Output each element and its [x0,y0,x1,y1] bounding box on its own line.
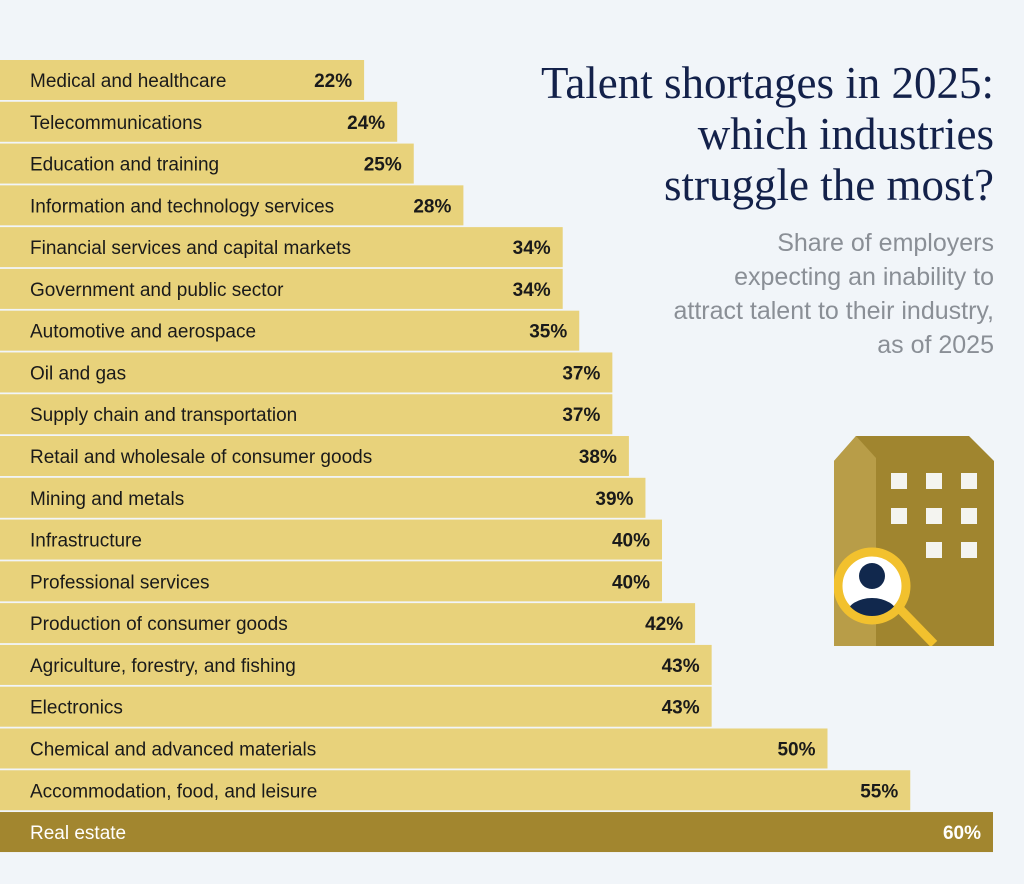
category-label: Infrastructure [30,531,142,552]
chart-subtitle: Share of employers expecting an inabilit… [673,229,994,359]
building-magnifier-person-icon [834,436,994,646]
category-label: Financial services and capital markets [30,238,351,259]
category-label: Education and training [30,155,219,176]
value-label: 25% [364,155,402,176]
category-label: Real estate [30,823,126,844]
category-label: Medical and healthcare [30,71,226,92]
value-label: 22% [314,71,352,92]
bar [0,394,613,435]
category-label: Government and public sector [30,280,284,301]
bar [0,519,662,560]
value-label: 42% [645,614,683,635]
category-label: Telecommunications [30,113,202,134]
bar [0,352,613,393]
value-label: 39% [595,489,633,510]
bar [0,60,365,100]
value-label: 38% [579,447,617,468]
value-label: 43% [662,656,700,677]
value-label: 43% [662,698,700,719]
bar [0,268,563,309]
value-label: 24% [347,113,385,134]
bar [0,101,398,142]
bar [0,185,464,226]
value-label: 34% [513,280,551,301]
category-label: Professional services [30,572,210,593]
category-label: Chemical and advanced materials [30,739,316,760]
bar [0,770,911,811]
value-label: 50% [777,739,815,760]
bar [0,603,696,644]
bar [0,686,712,727]
category-label: Supply chain and transportation [30,405,297,426]
value-label: 28% [413,196,451,217]
value-label: 37% [562,405,600,426]
category-label: Electronics [30,698,123,719]
category-label: Retail and wholesale of consumer goods [30,447,372,468]
bar [0,561,662,602]
bar [0,728,828,769]
category-label: Production of consumer goods [30,614,288,635]
bar [0,644,712,685]
bar [0,812,993,853]
value-label: 55% [860,781,898,802]
category-label: Mining and metals [30,489,184,510]
bar [0,436,629,477]
category-label: Information and technology services [30,196,334,217]
category-label: Agriculture, forestry, and fishing [30,656,296,677]
value-label: 40% [612,531,650,552]
category-label: Oil and gas [30,363,126,384]
value-label: 35% [529,322,567,343]
value-label: 40% [612,572,650,593]
value-label: 60% [943,823,981,844]
category-label: Accommodation, food, and leisure [30,781,317,802]
chart-title: Talent shortages in 2025: which industri… [540,58,994,210]
bar [0,310,580,351]
value-label: 34% [513,238,551,259]
category-label: Automotive and aerospace [30,322,256,343]
bar [0,143,414,184]
bar [0,227,563,268]
bar [0,477,646,518]
value-label: 37% [562,363,600,384]
